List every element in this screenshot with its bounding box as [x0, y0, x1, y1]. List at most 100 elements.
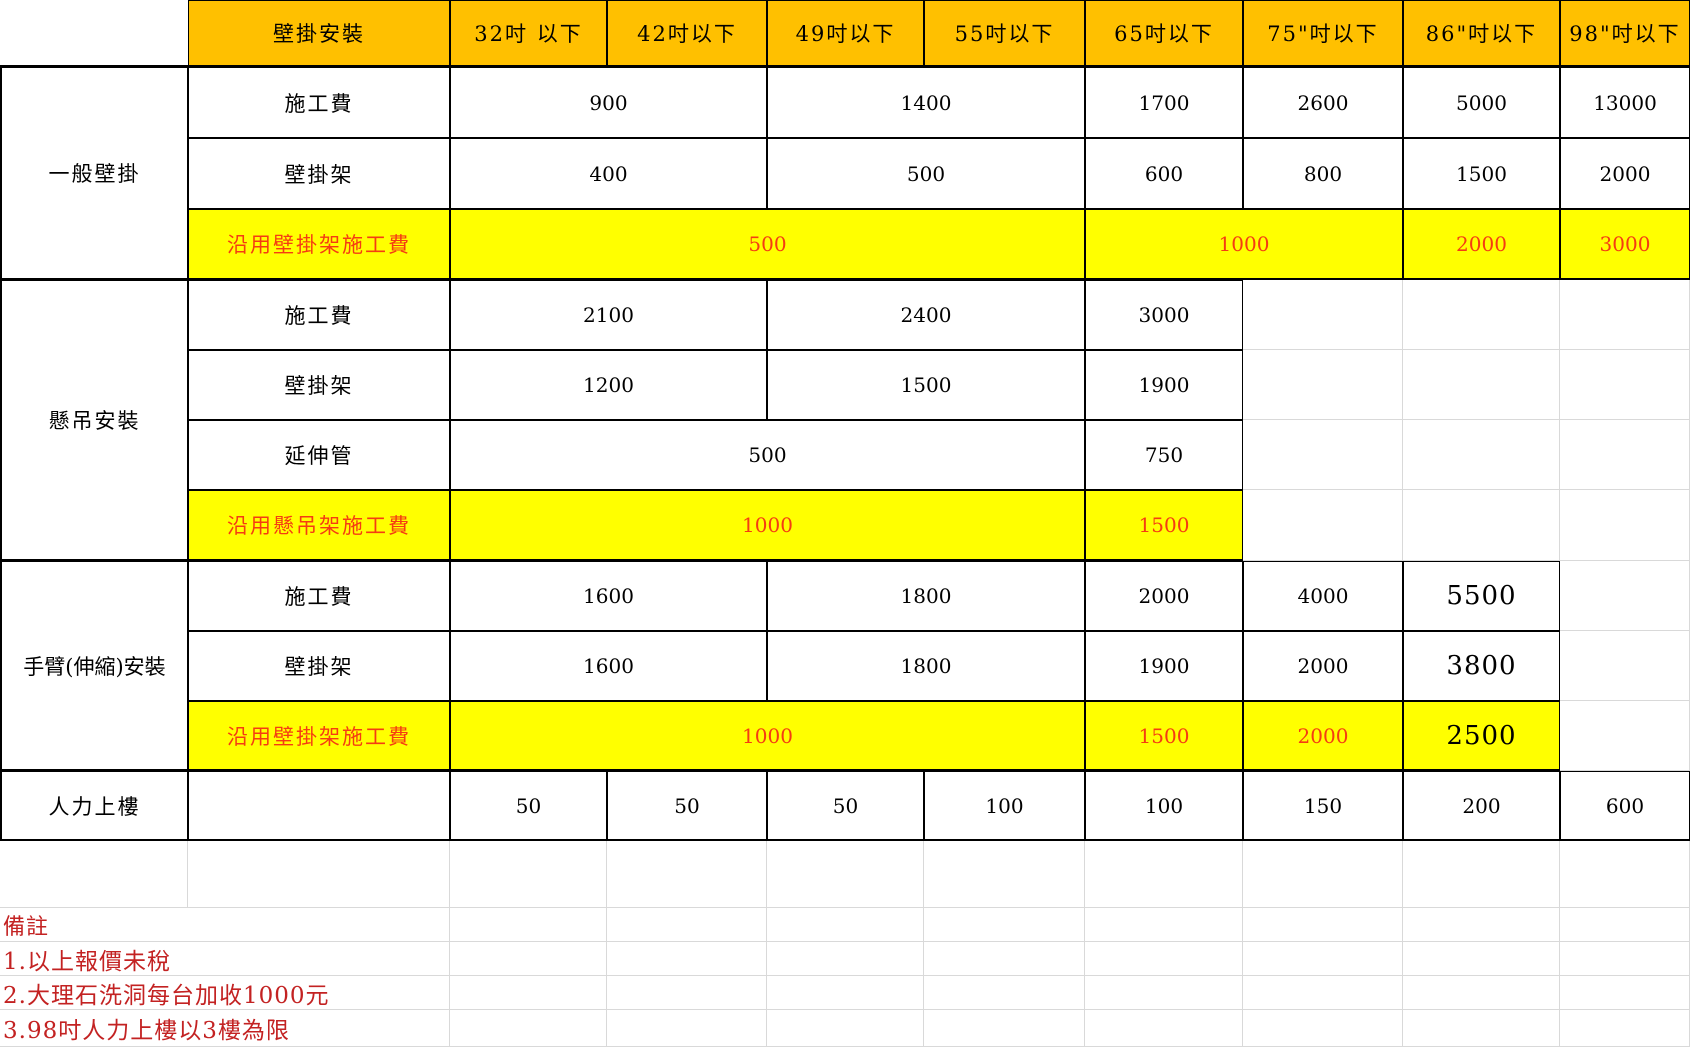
- price-cell-highlight[interactable]: 500: [450, 209, 1085, 280]
- empty-grid-cell[interactable]: [0, 841, 188, 908]
- empty-grid-cell[interactable]: [450, 976, 607, 1010]
- price-cell-highlight[interactable]: 1000: [450, 490, 1085, 561]
- empty-grid-cell[interactable]: [1560, 841, 1690, 908]
- category-header[interactable]: 壁掛安裝: [188, 0, 450, 67]
- row-label[interactable]: 延伸管: [188, 420, 450, 490]
- empty-grid-cell[interactable]: [924, 942, 1085, 976]
- empty-grid-cell[interactable]: [1560, 701, 1690, 771]
- notes-title[interactable]: 備註: [0, 908, 188, 942]
- empty-grid-cell[interactable]: [1085, 908, 1243, 942]
- column-header-55[interactable]: 55吋以下: [924, 0, 1085, 67]
- price-cell[interactable]: 500: [450, 420, 1085, 490]
- price-cell[interactable]: 800: [1243, 138, 1403, 209]
- empty-grid-cell[interactable]: [1403, 280, 1560, 350]
- empty-grid-cell[interactable]: [1560, 490, 1690, 561]
- note-item-1[interactable]: 1.以上報價未稅: [0, 942, 188, 976]
- note-item-3[interactable]: 3.98吋人力上樓以3樓為限: [0, 1010, 289, 1047]
- row-label[interactable]: 施工費: [188, 67, 450, 138]
- empty-grid-cell[interactable]: [767, 908, 924, 942]
- note-item-2[interactable]: 2.大理石洗洞每台加收1000元: [0, 976, 328, 1010]
- empty-grid-cell[interactable]: [924, 1010, 1085, 1047]
- price-cell[interactable]: 1400: [767, 67, 1085, 138]
- empty-grid-cell[interactable]: [1243, 280, 1403, 350]
- price-cell-highlight[interactable]: 1500: [1085, 701, 1243, 771]
- empty-grid-cell[interactable]: [767, 976, 924, 1010]
- empty-grid-cell[interactable]: [1085, 1010, 1243, 1047]
- row-label-carry-upstairs[interactable]: 人力上樓: [0, 771, 188, 841]
- price-cell[interactable]: 100: [1085, 771, 1243, 841]
- empty-grid-cell[interactable]: [607, 942, 767, 976]
- price-cell[interactable]: 1500: [1403, 138, 1560, 209]
- price-cell[interactable]: 150: [1243, 771, 1403, 841]
- price-cell[interactable]: 100: [924, 771, 1085, 841]
- column-header-75[interactable]: 75"吋以下: [1243, 0, 1403, 67]
- price-cell[interactable]: 2600: [1243, 67, 1403, 138]
- empty-grid-cell[interactable]: [1243, 420, 1403, 490]
- empty-grid-cell[interactable]: [450, 942, 607, 976]
- price-cell[interactable]: 400: [450, 138, 767, 209]
- price-cell[interactable]: 2400: [767, 280, 1085, 350]
- empty-grid-cell[interactable]: [607, 908, 767, 942]
- empty-grid-cell[interactable]: [1560, 976, 1690, 1010]
- empty-grid-cell[interactable]: [1403, 420, 1560, 490]
- row-label[interactable]: 壁掛架: [188, 350, 450, 420]
- column-header-98[interactable]: 98"吋以下: [1560, 0, 1690, 67]
- price-cell[interactable]: 4000: [1243, 561, 1403, 631]
- empty-grid-cell[interactable]: [1243, 976, 1403, 1010]
- empty-grid-cell[interactable]: [450, 841, 607, 908]
- price-cell[interactable]: 1800: [767, 561, 1085, 631]
- empty-grid-cell[interactable]: [188, 908, 450, 942]
- row-label[interactable]: 壁掛架: [188, 138, 450, 209]
- row-label[interactable]: 施工費: [188, 561, 450, 631]
- price-cell[interactable]: 2000: [1243, 631, 1403, 701]
- column-header-42[interactable]: 42吋以下: [607, 0, 767, 67]
- price-cell[interactable]: 1600: [450, 631, 767, 701]
- row-label-reuse-bracket[interactable]: 沿用壁掛架施工費: [188, 701, 450, 771]
- empty-grid-cell[interactable]: [767, 841, 924, 908]
- column-header-65[interactable]: 65吋以下: [1085, 0, 1243, 67]
- column-header-86[interactable]: 86"吋以下: [1403, 0, 1560, 67]
- empty-grid-cell[interactable]: [1560, 561, 1690, 631]
- price-cell[interactable]: 3800: [1403, 631, 1560, 701]
- empty-grid-cell[interactable]: [1243, 490, 1403, 561]
- price-cell[interactable]: 2100: [450, 280, 767, 350]
- group-label-ceiling-mount[interactable]: 懸吊安裝: [0, 280, 188, 561]
- row-label-reuse-ceiling[interactable]: 沿用懸吊架施工費: [188, 490, 450, 561]
- group-label-arm-mount[interactable]: 手臂(伸縮)安裝: [0, 561, 188, 771]
- empty-grid-cell[interactable]: [1560, 280, 1690, 350]
- empty-grid-cell[interactable]: [924, 976, 1085, 1010]
- price-cell-highlight[interactable]: 2500: [1403, 701, 1560, 771]
- price-cell[interactable]: 1900: [1085, 631, 1243, 701]
- empty-grid-cell[interactable]: [607, 1010, 767, 1047]
- price-cell[interactable]: 50: [607, 771, 767, 841]
- column-header-49[interactable]: 49吋以下: [767, 0, 924, 67]
- price-cell[interactable]: 3000: [1085, 280, 1243, 350]
- price-cell[interactable]: 600: [1085, 138, 1243, 209]
- empty-grid-cell[interactable]: [1560, 350, 1690, 420]
- price-cell[interactable]: 2000: [1560, 138, 1690, 209]
- price-cell[interactable]: 1700: [1085, 67, 1243, 138]
- price-cell-highlight[interactable]: 1000: [450, 701, 1085, 771]
- empty-grid-cell[interactable]: [1403, 841, 1560, 908]
- empty-grid-cell[interactable]: [1403, 976, 1560, 1010]
- empty-grid-cell[interactable]: [1243, 908, 1403, 942]
- empty-grid-cell[interactable]: [450, 1010, 607, 1047]
- row-label[interactable]: 壁掛架: [188, 631, 450, 701]
- empty-grid-cell[interactable]: [607, 976, 767, 1010]
- empty-grid-cell[interactable]: [1085, 976, 1243, 1010]
- empty-grid-cell[interactable]: [188, 942, 450, 976]
- empty-grid-cell[interactable]: [450, 908, 607, 942]
- empty-grid-cell[interactable]: [1403, 942, 1560, 976]
- empty-grid-cell[interactable]: [1403, 908, 1560, 942]
- price-cell[interactable]: 900: [450, 67, 767, 138]
- empty-grid-cell[interactable]: [1243, 350, 1403, 420]
- empty-grid-cell[interactable]: [1085, 942, 1243, 976]
- empty-grid-cell[interactable]: [924, 908, 1085, 942]
- column-header-32[interactable]: 32吋 以下: [450, 0, 607, 67]
- price-cell-highlight[interactable]: 1500: [1085, 490, 1243, 561]
- empty-grid-cell[interactable]: [767, 1010, 924, 1047]
- empty-grid-cell[interactable]: [1243, 841, 1403, 908]
- empty-cell[interactable]: [188, 771, 450, 841]
- empty-grid-cell[interactable]: [1243, 1010, 1403, 1047]
- price-cell[interactable]: 600: [1560, 771, 1690, 841]
